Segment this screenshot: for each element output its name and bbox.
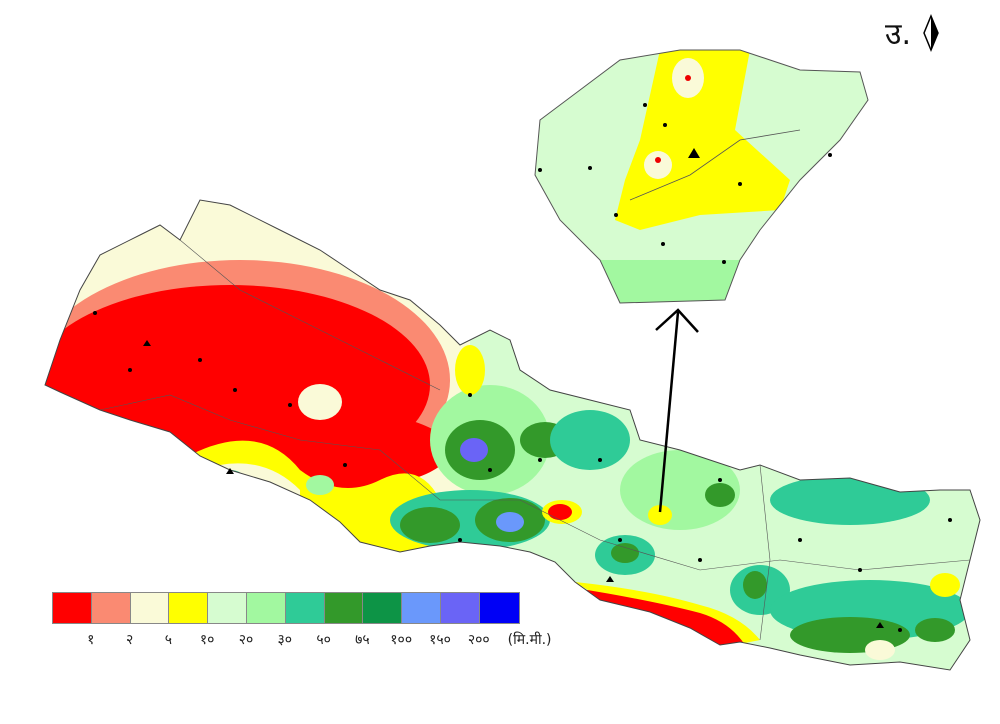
north-arrow-icon — [923, 14, 939, 52]
legend-label: २ — [125, 632, 134, 648]
legend-swatch — [440, 593, 480, 623]
legend-swatch — [130, 593, 170, 623]
legend-label: ३० — [277, 632, 293, 648]
rainfall-legend-labels: १ २ ५ १० २० ३० ५० ७५ १०० १५० २०० (मि.मी.) — [52, 630, 612, 654]
inset-pointer-arrow — [655, 308, 699, 513]
legend-unit: (मि.मी.) — [507, 632, 552, 648]
nepal-map-body — [45, 200, 980, 670]
legend-label: २० — [238, 632, 254, 648]
legend-swatch — [402, 593, 441, 623]
legend-swatch — [363, 593, 403, 623]
legend-swatch — [208, 593, 247, 623]
legend-label: ५० — [316, 632, 331, 648]
legend-swatch — [324, 593, 364, 623]
legend-label: ५ — [164, 632, 173, 648]
legend-swatch — [246, 593, 286, 623]
legend-label: १ — [87, 632, 95, 648]
north-label: उ. — [885, 17, 911, 52]
rainfall-legend — [52, 592, 520, 624]
station-points — [93, 311, 952, 632]
legend-swatch — [53, 593, 92, 623]
district-boundaries — [99, 239, 971, 641]
legend-swatch — [91, 593, 131, 623]
legend-label: २०० — [467, 632, 490, 648]
legend-swatch — [169, 593, 209, 623]
inset-district-map — [534, 49, 869, 304]
legend-label: १०० — [390, 632, 413, 648]
legend-label: ७५ — [355, 632, 370, 648]
legend-swatch — [285, 593, 325, 623]
legend-swatch — [479, 593, 519, 623]
legend-label: १० — [199, 632, 215, 648]
legend-label: १५० — [429, 632, 451, 648]
